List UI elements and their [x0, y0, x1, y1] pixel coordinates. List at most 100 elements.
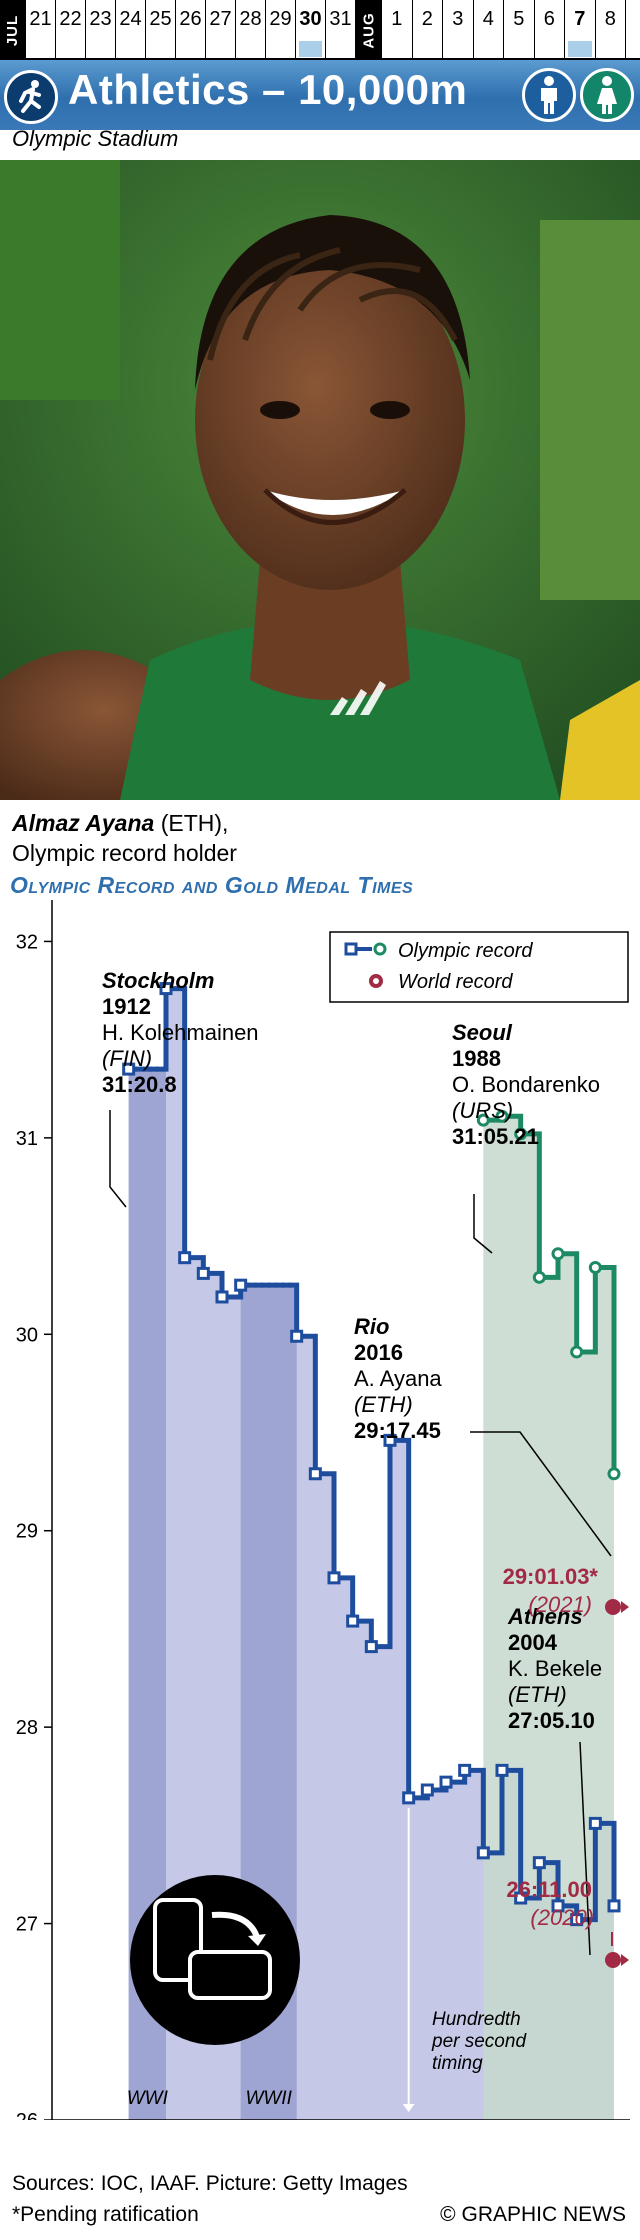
men-record-point: [308, 1467, 322, 1481]
calendar-day-24: 24: [116, 0, 146, 60]
annotation-seoul-athlete: O. Bondarenko: [452, 1072, 600, 1097]
y-tick-label: 27: [16, 1914, 38, 1936]
man-icon: [522, 68, 576, 122]
annotation-rio-city: Rio: [354, 1314, 389, 1339]
y-tick-label: 32: [16, 931, 38, 953]
legend-women-swatch: [373, 942, 387, 956]
footnote-text: *Pending ratification: [12, 2203, 199, 2226]
men-record-point: [178, 1251, 192, 1265]
leader-line-stockholm: [109, 1110, 127, 1208]
men-record-point: [495, 1763, 509, 1777]
calendar-day-28: 28: [236, 0, 266, 60]
annotation-rio-country: (ETH): [354, 1392, 413, 1417]
women-record-point: [514, 1127, 528, 1141]
men-record-point: [532, 1856, 546, 1870]
annotation-athens-athlete: K. Bekele: [508, 1656, 602, 1681]
leader-line-seoul: [473, 1194, 493, 1254]
men-record-point: [346, 1614, 360, 1628]
y-tick-label: 29: [16, 1521, 38, 1543]
world-record-men-marker: [621, 1954, 629, 1966]
women-record-point: [551, 1247, 565, 1261]
women-record-point: [588, 1261, 602, 1274]
calendar-day-26: 26: [176, 0, 206, 60]
rotate-phone-icon: [130, 1875, 300, 2045]
calendar-day-8: 8: [596, 0, 626, 60]
women-record-point: [495, 1109, 509, 1123]
war-label-wwi: WWI: [127, 2088, 169, 2109]
legend-olympic-record: Olympic record: [398, 940, 533, 962]
men-record-point: [327, 1571, 341, 1585]
calendar-day-4: 4: [474, 0, 504, 60]
men-record-point: [215, 1290, 229, 1304]
annotation-athens-time: 27:05.10: [508, 1708, 595, 1733]
month-label-jul: JUL: [0, 0, 26, 60]
men-record-point: [514, 1891, 528, 1905]
calendar-day-25: 25: [146, 0, 176, 60]
phone-portrait-icon: [153, 1898, 203, 1982]
men-record-point: [439, 1775, 453, 1789]
annotation-rio-athlete: A. Ayana: [354, 1366, 442, 1391]
men-record-point: [476, 1846, 490, 1860]
phone-landscape-icon: [188, 1950, 272, 2000]
women-record-area: [483, 1116, 614, 2120]
woman-icon: [580, 68, 634, 122]
calendar-day-2: 2: [413, 0, 443, 60]
rotate-arrowhead-icon: [248, 1934, 266, 1946]
men-record-point: [383, 1433, 397, 1447]
men-record-point: [570, 1913, 584, 1927]
annotation-stockholm-country: (FIN): [102, 1046, 152, 1071]
copyright-text: © GRAPHIC NEWS: [440, 2203, 626, 2226]
men-record-point: [551, 1899, 565, 1913]
men-record-point: [420, 1783, 434, 1797]
men-record-point: [607, 1899, 621, 1913]
calendar-day-23: 23: [86, 0, 116, 60]
timing-note-line: per second: [431, 2031, 527, 2052]
event-day-marker: [568, 41, 592, 57]
leader-line-athens: [579, 1741, 591, 1956]
annotation-seoul-time: 31:05.21: [452, 1124, 539, 1149]
annotation-athens-year: 2004: [508, 1630, 558, 1655]
war-label-wwii: WWII: [245, 2088, 292, 2109]
world-record-women-marker: [621, 1601, 629, 1613]
women-record-point: [476, 1113, 490, 1127]
calendar-strip: JUL 21 22 23 24 25 26 27 28 29 30 31 AUG 1 2 3 4 5 6 7 8: [0, 0, 640, 60]
women-record-point: [607, 1467, 621, 1481]
athlete-role: Olympic record holder: [12, 840, 237, 866]
month-label-aug: AUG: [356, 0, 382, 60]
legend-world-record: World record: [398, 971, 513, 993]
men-record-point: [588, 1816, 602, 1830]
athlete-country: (ETH),: [154, 810, 229, 836]
y-tick-label: 31: [16, 1128, 38, 1150]
calendar-day-29: 29: [266, 0, 296, 60]
women-record-point: [532, 1270, 546, 1284]
athlete-photo: [0, 160, 640, 800]
men-record-point: [290, 1329, 304, 1343]
timing-note-arrow: [402, 2104, 415, 2112]
annotation-athens-country: (ETH): [508, 1682, 567, 1707]
world-record-women-year: (2021): [528, 1592, 592, 1617]
men-record-point: [458, 1763, 472, 1777]
page-title: Athletics – 10,000m: [68, 66, 468, 113]
annotation-stockholm-city: Stockholm: [102, 968, 214, 993]
event-day-marker: [299, 41, 322, 57]
calendar-day-6: 6: [535, 0, 565, 60]
annotation-seoul-city: Seoul: [452, 1020, 513, 1045]
women-record-point: [570, 1345, 584, 1359]
record-chart: WWIWWII2627282930313233minutes1896191219…: [16, 900, 630, 2120]
annotation-stockholm-time: 31:20.8: [102, 1072, 177, 1097]
y-tick-label: 30: [16, 1324, 38, 1346]
world-record-women-time: 29:01.03*: [503, 1564, 599, 1589]
calendar-day-5: 5: [504, 0, 535, 60]
calendar-day-22: 22: [56, 0, 86, 60]
y-tick-label: 28: [16, 1717, 38, 1739]
chart-series: [122, 982, 621, 1927]
calendar-day-31: 31: [326, 0, 356, 60]
calendar-day-21: 21: [26, 0, 56, 60]
annotation-seoul-country: (URS): [452, 1098, 513, 1123]
legend: Olympic record World record: [329, 931, 629, 1003]
legend-men-swatch: [344, 942, 358, 956]
men-record-point: [364, 1640, 378, 1654]
chart-title: Olympic Record and Gold Medal Times: [10, 872, 414, 898]
annotation-rio-year: 2016: [354, 1340, 403, 1365]
